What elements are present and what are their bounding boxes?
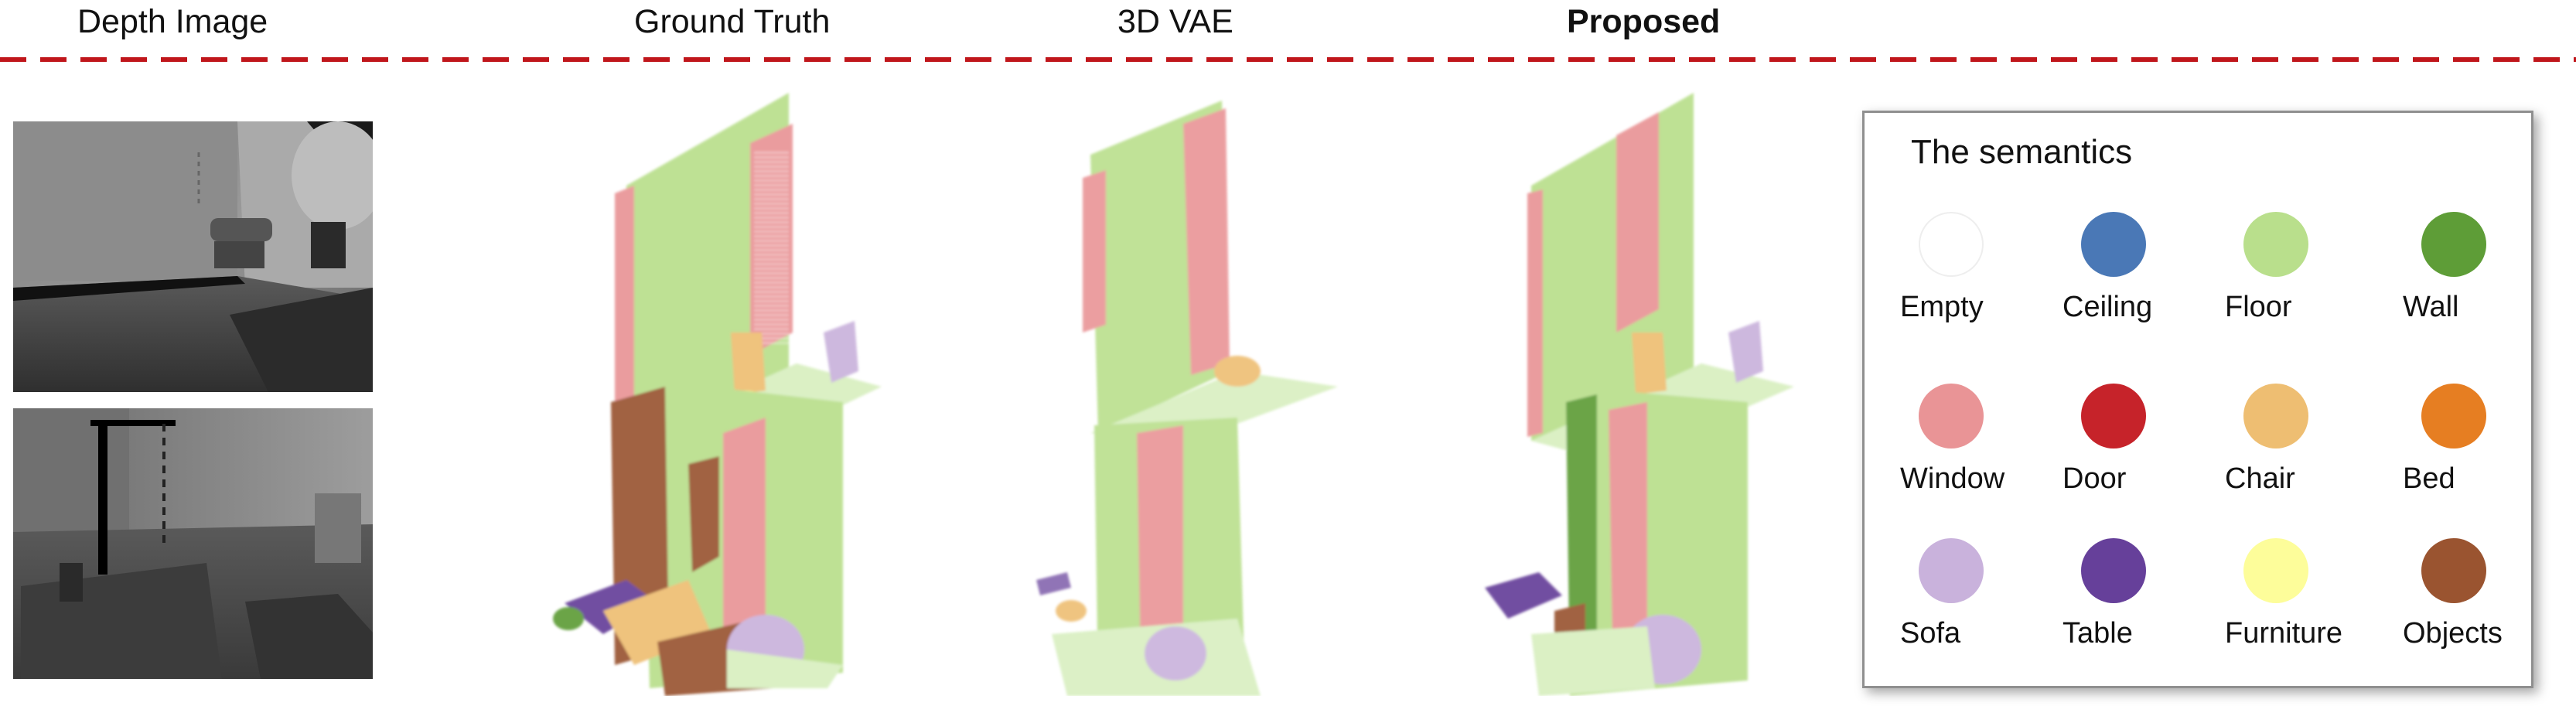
legend-item-empty: Empty (1895, 212, 2050, 351)
legend-label: Sofa (1900, 617, 1961, 650)
proposed-voxel-render (1485, 93, 1794, 696)
column-header-depth-image: Depth Image (77, 3, 268, 40)
legend-item-window: Window (1895, 384, 2050, 523)
header-divider (0, 57, 2576, 62)
depth-image-bottom (13, 408, 373, 679)
legend-item-bed: Bed (2398, 384, 2553, 523)
legend-item-wall: Wall (2398, 212, 2553, 351)
semantics-legend: The semantics Empty Ceiling Floor Wall Windo… (1862, 111, 2533, 688)
legend-label: Chair (2225, 462, 2295, 495)
legend-item-sofa: Sofa (1895, 538, 2050, 677)
column-header-3d-vae: 3D VAE (1117, 3, 1233, 40)
legend-item-ceiling: Ceiling (2058, 212, 2213, 351)
legend-label: Floor (2225, 291, 2292, 323)
legend-item-door: Door (2058, 384, 2213, 523)
legend-item-table: Table (2058, 538, 2213, 677)
legend-label: Table (2063, 617, 2133, 650)
legend-title: The semantics (1911, 133, 2133, 171)
legend-swatch (1919, 212, 1984, 277)
ground-truth-voxel-render (553, 93, 882, 696)
legend-label: Wall (2403, 291, 2459, 323)
legend-label: Furniture (2225, 617, 2343, 650)
legend-swatch (1919, 538, 1984, 603)
legend-swatch (2421, 384, 2486, 448)
legend-label: Door (2063, 462, 2127, 495)
legend-label: Empty (1900, 291, 1984, 323)
legend-item-objects: Objects (2398, 538, 2553, 677)
legend-label: Bed (2403, 462, 2455, 495)
legend-swatch (1919, 384, 1984, 448)
legend-label: Ceiling (2063, 291, 2153, 323)
legend-swatch (2243, 384, 2308, 448)
legend-swatch (2243, 212, 2308, 277)
legend-swatch (2243, 538, 2308, 603)
legend-label: Objects (2403, 617, 2503, 650)
legend-item-floor: Floor (2220, 212, 2375, 351)
legend-swatch (2421, 538, 2486, 603)
vae-voxel-render (1036, 101, 1338, 696)
legend-item-chair: Chair (2220, 384, 2375, 523)
legend-swatch (2421, 212, 2486, 277)
legend-item-furniture: Furniture (2220, 538, 2375, 677)
depth-image-top (13, 121, 373, 392)
legend-swatch (2081, 212, 2146, 277)
legend-label: Window (1900, 462, 2005, 495)
legend-swatch (2081, 538, 2146, 603)
column-header-proposed: Proposed (1567, 3, 1721, 40)
legend-swatch (2081, 384, 2146, 448)
column-header-ground-truth: Ground Truth (634, 3, 831, 40)
